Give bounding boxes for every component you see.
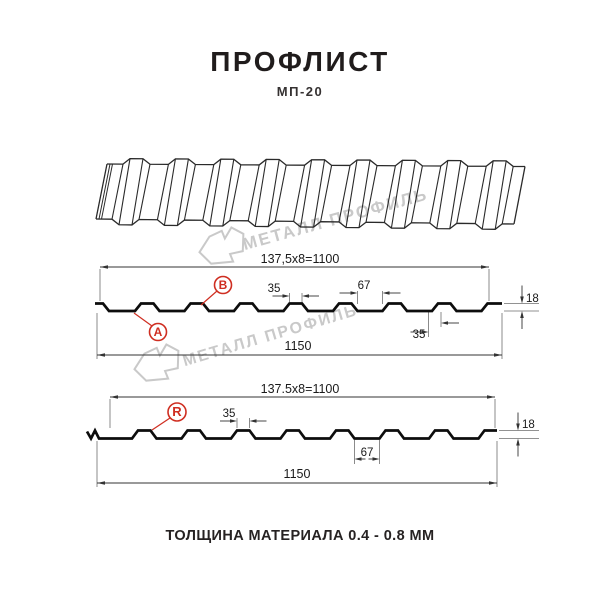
marker-a-label: А — [154, 325, 163, 339]
marker-r-label: R — [172, 404, 182, 419]
material-thickness-note: ТОЛЩИНА МАТЕРИАЛА 0.4 - 0.8 ММ — [165, 528, 435, 544]
dim-bottom-crest: 35 — [413, 329, 426, 341]
cross-section-bottom: 137.5x8=1100 35 67 18 1150 R — [85, 382, 539, 487]
cross-section-top: 137,5x8=1100 35 67 18 35 1150 А В — [95, 252, 539, 359]
isometric-sheet-drawing — [95, 157, 526, 230]
dim-total-width: 1150 — [284, 467, 311, 481]
dim-valley: 67 — [358, 280, 371, 292]
dim-valley: 67 — [361, 447, 374, 459]
dim-module-width: 137,5x8=1100 — [261, 252, 340, 266]
brand-logo-icon — [198, 226, 245, 265]
page-title: ПРОФЛИСТ — [210, 46, 390, 77]
dimension-linework — [95, 265, 539, 359]
sheet-linework — [95, 157, 526, 230]
marker-b-label: В — [219, 278, 228, 292]
brand-logo-icon — [133, 343, 180, 382]
dim-crest: 35 — [223, 408, 236, 420]
dim-height: 18 — [522, 419, 535, 431]
dim-module-width: 137.5x8=1100 — [261, 382, 340, 396]
profile-model-code: МП-20 — [276, 84, 324, 99]
dimension-linework — [85, 395, 539, 487]
dim-height: 18 — [526, 293, 539, 305]
dim-total-width: 1150 — [285, 339, 312, 353]
dim-crest: 35 — [268, 283, 281, 295]
